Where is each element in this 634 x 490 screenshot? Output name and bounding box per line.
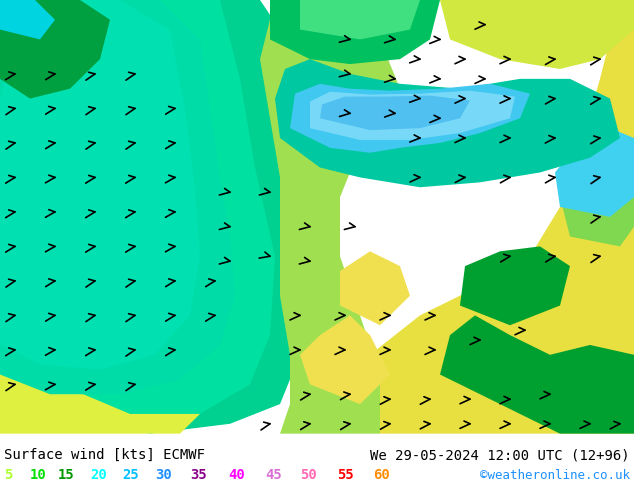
Polygon shape <box>270 0 440 64</box>
Polygon shape <box>0 0 275 414</box>
Text: 40: 40 <box>228 467 245 482</box>
Text: 30: 30 <box>155 467 172 482</box>
Polygon shape <box>0 261 200 434</box>
Text: 15: 15 <box>58 467 75 482</box>
Text: Surface wind [kts] ECMWF: Surface wind [kts] ECMWF <box>4 448 205 462</box>
Polygon shape <box>0 0 100 276</box>
Polygon shape <box>0 0 200 369</box>
Polygon shape <box>275 59 620 187</box>
Text: 20: 20 <box>90 467 107 482</box>
Text: ©weatheronline.co.uk: ©weatheronline.co.uk <box>480 468 630 482</box>
Polygon shape <box>320 96 470 130</box>
Polygon shape <box>560 158 634 246</box>
Polygon shape <box>0 0 55 39</box>
Polygon shape <box>440 316 634 434</box>
Polygon shape <box>0 0 310 434</box>
Polygon shape <box>310 91 515 140</box>
Polygon shape <box>0 0 90 197</box>
Text: 10: 10 <box>30 467 47 482</box>
Text: 25: 25 <box>122 467 139 482</box>
Text: 60: 60 <box>373 467 390 482</box>
Polygon shape <box>0 0 70 59</box>
Text: 35: 35 <box>190 467 207 482</box>
Polygon shape <box>555 128 634 217</box>
Text: 55: 55 <box>337 467 354 482</box>
Polygon shape <box>350 0 634 434</box>
Polygon shape <box>290 84 530 153</box>
Text: 45: 45 <box>265 467 281 482</box>
Polygon shape <box>440 0 634 69</box>
Polygon shape <box>460 246 570 325</box>
Text: 5: 5 <box>4 467 13 482</box>
Polygon shape <box>300 0 420 39</box>
Text: We 29-05-2024 12:00 UTC (12+96): We 29-05-2024 12:00 UTC (12+96) <box>370 448 630 462</box>
Polygon shape <box>0 0 235 394</box>
Polygon shape <box>300 316 390 404</box>
Polygon shape <box>340 251 410 325</box>
Polygon shape <box>0 0 110 98</box>
Polygon shape <box>260 0 400 434</box>
Text: 50: 50 <box>300 467 317 482</box>
